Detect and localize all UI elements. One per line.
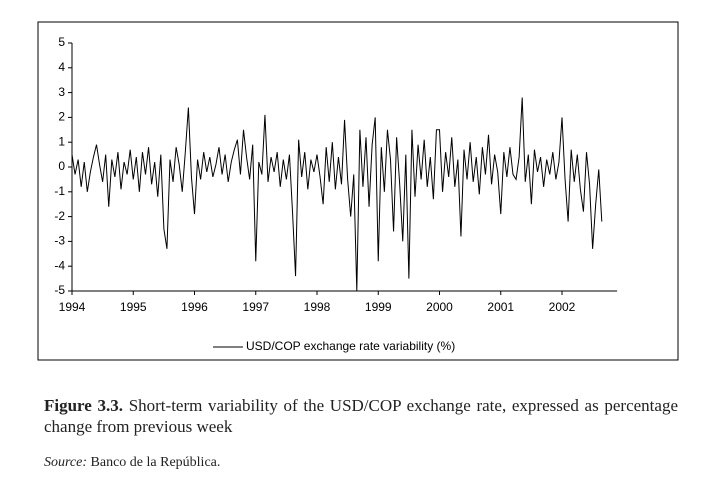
y-tick-label: -2 bbox=[54, 209, 65, 223]
source-label: Source: bbox=[44, 455, 88, 470]
y-tick-label: -4 bbox=[54, 258, 65, 272]
caption-text: Short-term variability of the USD/COP ex… bbox=[44, 396, 678, 436]
y-tick-label: 1 bbox=[58, 134, 65, 148]
y-tick-label: -1 bbox=[54, 184, 65, 198]
y-tick-label: 5 bbox=[58, 35, 65, 49]
x-tick-label: 1997 bbox=[242, 300, 269, 314]
chart: 5 4 3 2 1 0 -1 -2 -3 -4 -5 1994 1995 1996 1997 1998 1999… bbox=[37, 21, 679, 361]
x-tick-label: 1995 bbox=[120, 300, 147, 314]
y-tick-label: 0 bbox=[58, 159, 65, 173]
caption-label: Figure 3.3. bbox=[44, 396, 124, 415]
x-tick-label: 2001 bbox=[487, 300, 514, 314]
x-tick-label: 1994 bbox=[59, 300, 86, 314]
source: Source: Banco de la República. bbox=[44, 455, 678, 471]
y-tick-label: 4 bbox=[58, 60, 65, 74]
data-line bbox=[71, 97, 603, 292]
source-text: Banco de la República. bbox=[90, 455, 221, 470]
legend-label: USD/COP exchange rate variability (%) bbox=[246, 339, 455, 353]
y-tick-label: -3 bbox=[54, 234, 65, 248]
x-tick-label: 1999 bbox=[365, 300, 392, 314]
caption: Figure 3.3. Short-term variability of th… bbox=[44, 395, 678, 437]
y-tick-label: 2 bbox=[58, 110, 65, 124]
x-tick-label: 1996 bbox=[181, 300, 208, 314]
x-tick-label: 1998 bbox=[304, 300, 331, 314]
x-tick-label: 2002 bbox=[549, 300, 576, 314]
x-tick-label: 2000 bbox=[426, 300, 453, 314]
y-tick-label: -5 bbox=[54, 283, 65, 297]
y-tick-label: 3 bbox=[58, 85, 65, 99]
chart-frame bbox=[37, 21, 679, 361]
